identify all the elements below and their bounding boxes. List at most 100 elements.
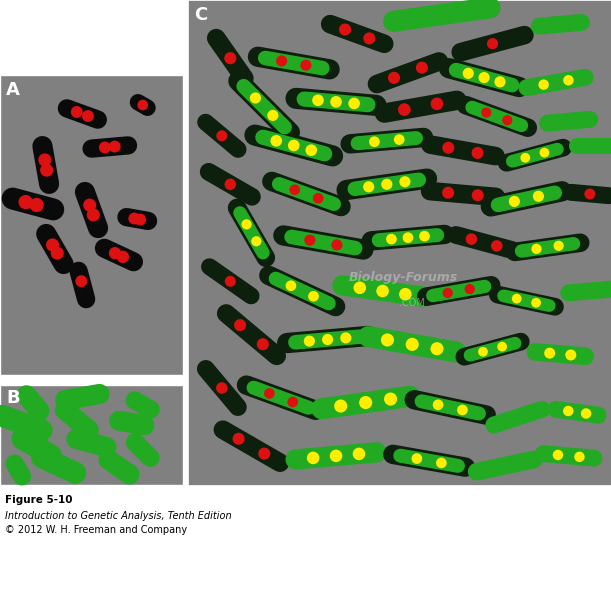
Ellipse shape <box>478 347 488 356</box>
Ellipse shape <box>137 100 148 110</box>
Ellipse shape <box>411 453 422 464</box>
Ellipse shape <box>398 103 411 116</box>
Ellipse shape <box>430 342 444 355</box>
Ellipse shape <box>99 142 111 154</box>
Bar <box>188 0 611 485</box>
Ellipse shape <box>330 449 342 462</box>
Bar <box>0 75 183 375</box>
Ellipse shape <box>46 238 59 251</box>
Ellipse shape <box>312 94 324 106</box>
Ellipse shape <box>538 79 549 90</box>
Ellipse shape <box>331 239 342 250</box>
Ellipse shape <box>348 98 360 109</box>
Ellipse shape <box>369 136 380 147</box>
Ellipse shape <box>224 52 236 64</box>
Ellipse shape <box>400 176 411 187</box>
Ellipse shape <box>264 388 275 399</box>
Ellipse shape <box>300 59 312 71</box>
Ellipse shape <box>416 62 428 74</box>
Text: A: A <box>6 81 20 99</box>
Ellipse shape <box>250 92 261 104</box>
Ellipse shape <box>463 68 474 79</box>
Ellipse shape <box>83 199 97 212</box>
Text: B: B <box>6 389 20 407</box>
Ellipse shape <box>258 448 270 460</box>
Ellipse shape <box>359 396 372 409</box>
Ellipse shape <box>512 294 522 304</box>
Ellipse shape <box>554 241 564 251</box>
Text: Biology-Forums: Biology-Forums <box>349 271 458 284</box>
Ellipse shape <box>363 181 375 193</box>
Ellipse shape <box>288 140 299 151</box>
Ellipse shape <box>134 214 146 226</box>
Ellipse shape <box>531 298 541 308</box>
Ellipse shape <box>306 145 317 156</box>
Ellipse shape <box>442 288 453 298</box>
Ellipse shape <box>109 140 120 152</box>
Ellipse shape <box>251 236 262 247</box>
Ellipse shape <box>354 281 366 294</box>
Ellipse shape <box>267 110 279 121</box>
Ellipse shape <box>442 142 455 154</box>
Ellipse shape <box>276 55 287 67</box>
Ellipse shape <box>497 342 507 352</box>
Ellipse shape <box>478 72 489 83</box>
Ellipse shape <box>406 338 419 351</box>
Ellipse shape <box>271 135 282 146</box>
Ellipse shape <box>29 198 44 212</box>
Text: .COM: .COM <box>400 298 425 308</box>
Ellipse shape <box>563 406 574 416</box>
Ellipse shape <box>386 234 397 244</box>
Ellipse shape <box>18 195 33 209</box>
Ellipse shape <box>472 189 484 202</box>
Ellipse shape <box>330 96 342 107</box>
Ellipse shape <box>51 247 64 260</box>
Ellipse shape <box>431 98 444 110</box>
Ellipse shape <box>128 212 141 224</box>
Ellipse shape <box>75 275 87 287</box>
Ellipse shape <box>304 235 315 246</box>
Ellipse shape <box>388 72 400 84</box>
Ellipse shape <box>109 247 121 259</box>
Ellipse shape <box>419 231 430 242</box>
Ellipse shape <box>216 130 227 141</box>
Ellipse shape <box>290 184 300 195</box>
Ellipse shape <box>304 335 315 347</box>
Ellipse shape <box>563 75 574 86</box>
Ellipse shape <box>394 134 404 145</box>
Text: © 2012 W. H. Freeman and Company: © 2012 W. H. Freeman and Company <box>5 525 187 535</box>
Ellipse shape <box>457 404 468 415</box>
Ellipse shape <box>376 285 389 297</box>
Ellipse shape <box>339 23 351 35</box>
Ellipse shape <box>442 187 454 199</box>
Ellipse shape <box>381 179 392 190</box>
Ellipse shape <box>353 448 365 460</box>
Ellipse shape <box>334 400 347 413</box>
Ellipse shape <box>384 392 397 406</box>
Ellipse shape <box>313 193 323 203</box>
Ellipse shape <box>532 244 541 254</box>
Ellipse shape <box>464 284 475 294</box>
Ellipse shape <box>287 397 298 407</box>
Ellipse shape <box>308 291 319 302</box>
Ellipse shape <box>521 153 530 163</box>
Ellipse shape <box>38 154 51 166</box>
Ellipse shape <box>509 196 520 207</box>
Ellipse shape <box>117 251 129 263</box>
Ellipse shape <box>40 164 53 176</box>
Ellipse shape <box>224 179 236 190</box>
Ellipse shape <box>502 115 513 125</box>
Ellipse shape <box>257 338 269 350</box>
Ellipse shape <box>216 382 228 394</box>
Bar <box>0 488 611 600</box>
Bar <box>0 0 611 75</box>
Ellipse shape <box>584 188 595 199</box>
Ellipse shape <box>399 288 412 301</box>
Ellipse shape <box>553 450 563 460</box>
Bar <box>0 385 183 485</box>
Ellipse shape <box>574 452 585 462</box>
Ellipse shape <box>544 347 555 359</box>
Ellipse shape <box>225 276 236 287</box>
Ellipse shape <box>494 76 505 88</box>
Ellipse shape <box>565 349 576 361</box>
